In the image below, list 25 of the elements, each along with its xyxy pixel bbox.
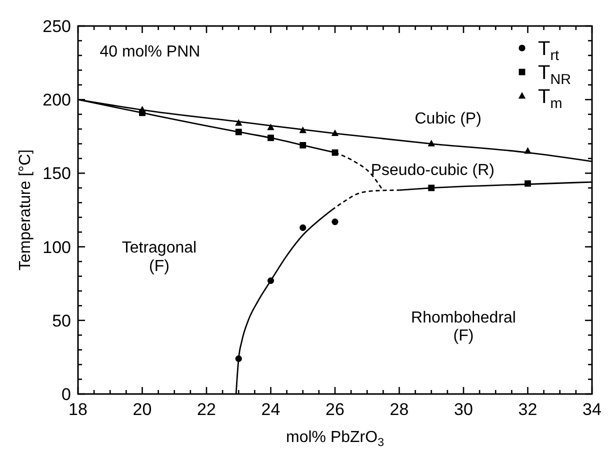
x-tick-label: 20 (132, 400, 152, 419)
legend-label: T$_{m}$ (538, 86, 562, 112)
x-axis-title: mol% PbZrO$_{3}$ (286, 429, 384, 450)
x-tick-label: 24 (261, 400, 280, 419)
y-tick-label: 0 (62, 384, 71, 404)
annotation: Tetragonal (F) (122, 239, 197, 275)
x-tick-label: 34 (582, 400, 602, 419)
x-tick-label: 18 (68, 400, 88, 419)
x-tick-label: 32 (518, 400, 538, 419)
y-tick-label: 100 (42, 238, 71, 257)
x-tick-label: 30 (454, 400, 473, 419)
annotation: Cubic (P) (414, 110, 482, 128)
y-tick-label: 250 (42, 16, 71, 36)
legend-label: T$_{NR}$ (538, 62, 572, 88)
y-tick-label: 150 (42, 164, 71, 184)
x-tick-label: 26 (326, 400, 344, 419)
x-tick-label: 22 (197, 400, 216, 419)
legend-label: T$_{rt}$ (538, 38, 560, 64)
y-tick-label: 200 (42, 90, 71, 110)
annotation: Rhombohedral (F) (411, 309, 516, 345)
x-tick-label: 28 (390, 400, 409, 419)
annotation: Pseudo-cubic (R) (370, 162, 494, 180)
y-axis-title: Temperature [°C] (17, 149, 34, 271)
annotation: 40 mol% PNN (100, 44, 200, 61)
y-tick-label: 50 (52, 311, 71, 330)
